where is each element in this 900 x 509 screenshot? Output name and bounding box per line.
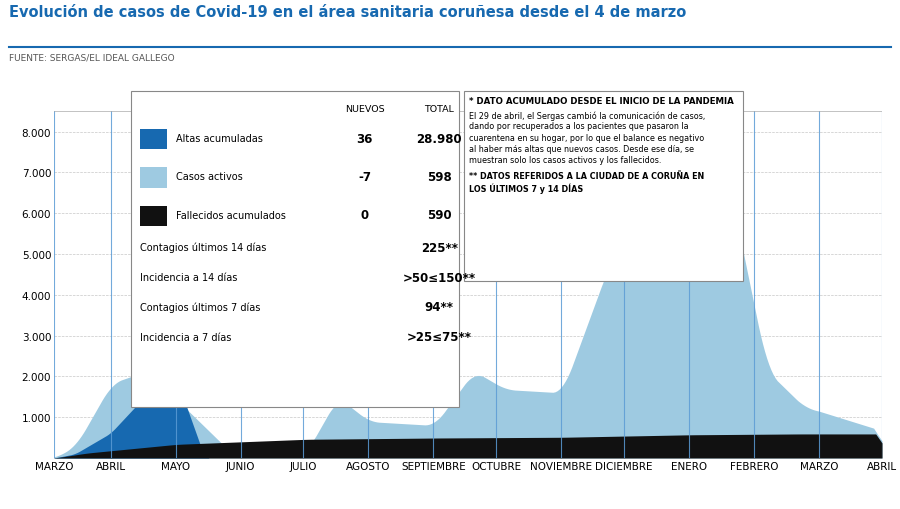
Text: 0: 0 — [360, 209, 369, 222]
Text: Incidencia a 7 días: Incidencia a 7 días — [140, 332, 232, 342]
Text: Contagios últimos 7 días: Contagios últimos 7 días — [140, 302, 261, 313]
Text: muestran solo los casos activos y los fallecidos.: muestran solo los casos activos y los fa… — [469, 156, 662, 165]
Text: Altas acumuladas: Altas acumuladas — [176, 134, 264, 144]
Text: 28.980: 28.980 — [417, 132, 462, 146]
Text: 590: 590 — [427, 209, 452, 222]
Text: NUEVOS: NUEVOS — [345, 104, 384, 114]
Text: dando por recuperados a los pacientes que pasaron la: dando por recuperados a los pacientes qu… — [469, 122, 688, 131]
Text: 36: 36 — [356, 132, 373, 146]
Text: al haber más altas que nuevos casos. Desde ese día, se: al haber más altas que nuevos casos. Des… — [469, 145, 694, 154]
Text: >25≤75**: >25≤75** — [407, 331, 472, 344]
Text: Evolución de casos de Covid-19 en el área sanitaria coruñesa desde el 4 de marzo: Evolución de casos de Covid-19 en el áre… — [9, 5, 686, 20]
Text: 598: 598 — [427, 171, 452, 184]
Text: ** DATOS REFERIDOS A LA CIUDAD DE A CORUÑA EN: ** DATOS REFERIDOS A LA CIUDAD DE A CORU… — [469, 172, 704, 181]
Text: Fallecidos acumulados: Fallecidos acumulados — [176, 210, 286, 220]
Text: cuarentena en su hogar, por lo que el balance es negativo: cuarentena en su hogar, por lo que el ba… — [469, 133, 704, 143]
Text: -7: -7 — [358, 171, 371, 184]
Text: TOTAL: TOTAL — [424, 104, 454, 114]
Text: LOS ÚLTIMOS 7 y 14 DÍAS: LOS ÚLTIMOS 7 y 14 DÍAS — [469, 183, 583, 194]
Text: * DATO ACUMULADO DESDE EL INICIO DE LA PANDEMIA: * DATO ACUMULADO DESDE EL INICIO DE LA P… — [469, 97, 734, 106]
Text: El 29 de abril, el Sergas cambió la comunicación de casos,: El 29 de abril, el Sergas cambió la comu… — [469, 111, 706, 121]
Text: >50≤150**: >50≤150** — [402, 271, 476, 284]
Text: Incidencia a 14 días: Incidencia a 14 días — [140, 272, 238, 282]
Text: 225**: 225** — [420, 241, 458, 254]
Text: Casos activos: Casos activos — [176, 172, 243, 182]
Text: Contagios últimos 14 días: Contagios últimos 14 días — [140, 242, 266, 253]
Text: FUENTE: SERGAS/EL IDEAL GALLEGO: FUENTE: SERGAS/EL IDEAL GALLEGO — [9, 53, 175, 63]
Text: 94**: 94** — [425, 301, 454, 314]
